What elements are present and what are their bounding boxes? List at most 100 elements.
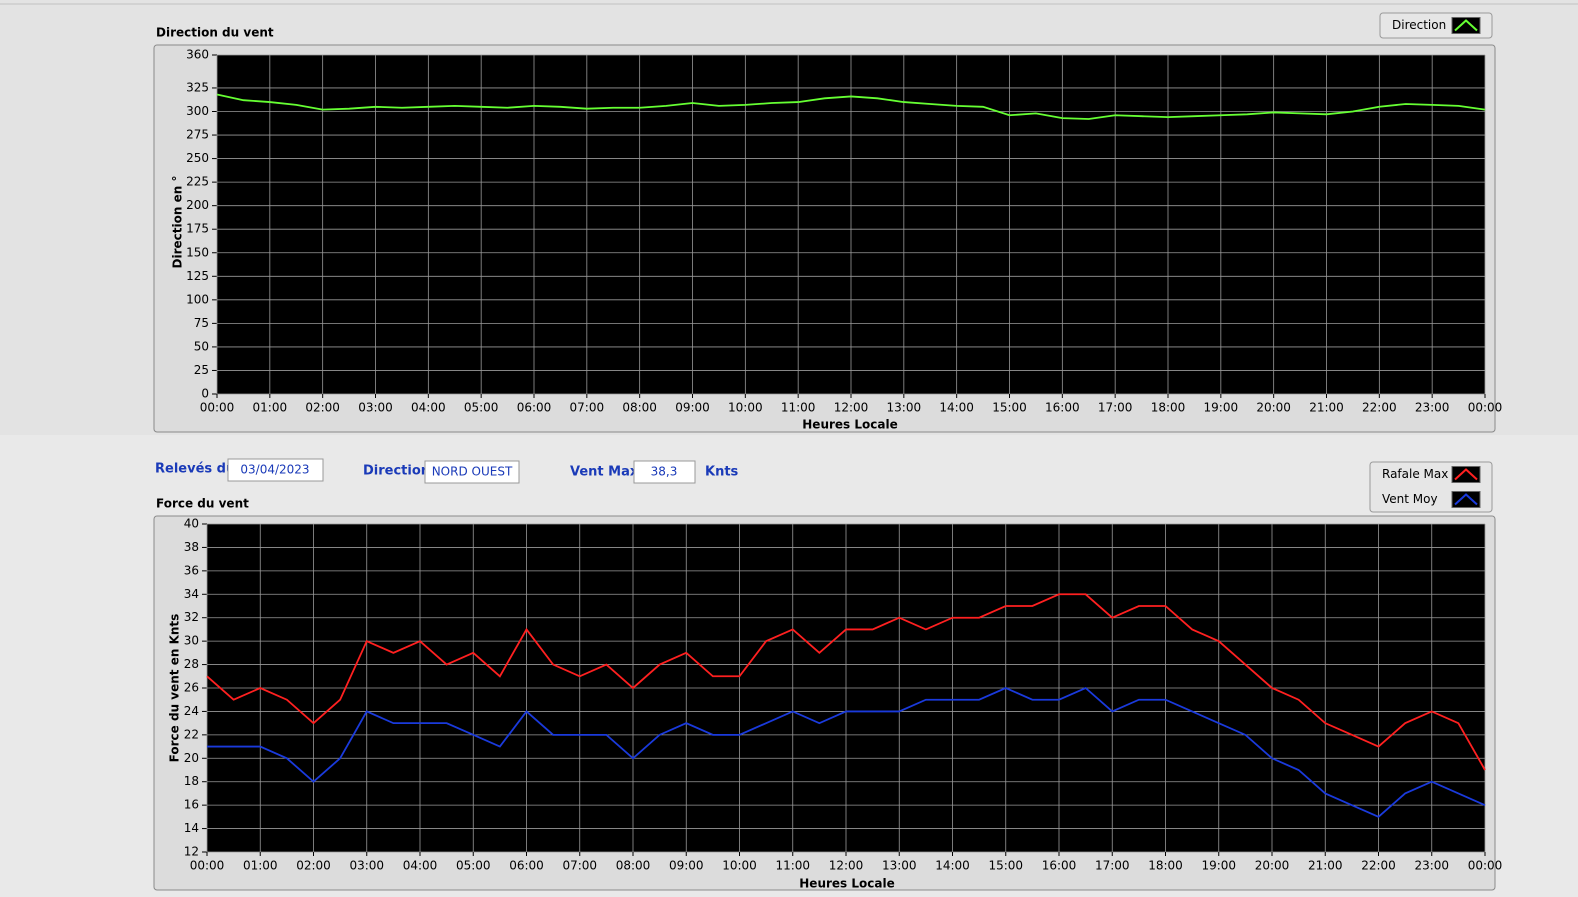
y-tick-label: 34 xyxy=(184,587,199,601)
y-tick-label: 36 xyxy=(184,563,199,577)
x-tick-label: 03:00 xyxy=(358,401,393,415)
x-tick-label: 12:00 xyxy=(829,859,864,873)
y-tick-label: 30 xyxy=(184,634,199,648)
x-tick-label: 02:00 xyxy=(296,859,331,873)
vent-max-label: Vent Max xyxy=(570,465,639,480)
x-tick-label: 06:00 xyxy=(509,859,544,873)
y-tick-label: 50 xyxy=(194,339,209,353)
x-tick-label: 05:00 xyxy=(464,401,499,415)
x-tick-label: 10:00 xyxy=(728,401,763,415)
x-tick-label: 09:00 xyxy=(669,859,704,873)
legend-swatch-bg xyxy=(1451,466,1481,483)
y-tick-label: 100 xyxy=(186,292,209,306)
series-line xyxy=(216,93,1486,120)
x-tick-label: 01:00 xyxy=(243,859,278,873)
chart-title: Direction du vent xyxy=(156,26,274,40)
x-tick-label: 07:00 xyxy=(562,859,597,873)
x-tick-label: 12:00 xyxy=(834,401,869,415)
x-tick-label: 08:00 xyxy=(622,401,657,415)
legend-label: Direction xyxy=(1392,18,1446,32)
legend-label: Rafale Max xyxy=(1382,467,1448,481)
vent-max-unit: Knts xyxy=(705,465,739,480)
x-tick-label: 11:00 xyxy=(775,859,810,873)
x-tick-label: 19:00 xyxy=(1204,401,1239,415)
vent-max-value: 38,3 xyxy=(651,465,678,479)
x-tick-label: 20:00 xyxy=(1255,859,1290,873)
y-tick-label: 325 xyxy=(186,80,209,94)
y-tick-label: 125 xyxy=(186,269,209,283)
x-tick-label: 18:00 xyxy=(1151,401,1186,415)
y-tick-label: 250 xyxy=(186,151,209,165)
x-tick-label: 15:00 xyxy=(988,859,1023,873)
x-tick-label: 16:00 xyxy=(1045,401,1080,415)
x-tick-label: 01:00 xyxy=(253,401,288,415)
series-line xyxy=(206,593,1486,771)
legend-swatch xyxy=(1454,493,1478,506)
x-tick-label: 22:00 xyxy=(1362,401,1397,415)
y-tick-label: 18 xyxy=(184,774,199,788)
chart-title: Force du vent xyxy=(156,497,249,511)
x-tick-label: 00:00 xyxy=(200,401,235,415)
legend-swatch xyxy=(1454,468,1478,481)
x-tick-label: 14:00 xyxy=(935,859,970,873)
y-tick-label: 28 xyxy=(184,657,199,671)
x-tick-label: 17:00 xyxy=(1098,401,1133,415)
x-tick-label: 18:00 xyxy=(1148,859,1183,873)
y-axis-title: Force du vent en Knts xyxy=(168,614,182,763)
y-tick-label: 16 xyxy=(184,798,199,812)
x-tick-label: 13:00 xyxy=(887,401,922,415)
x-tick-label: 06:00 xyxy=(517,401,552,415)
direction-value: NORD OUEST xyxy=(432,465,513,479)
legend-swatch xyxy=(1454,19,1478,32)
y-tick-label: 25 xyxy=(194,363,209,377)
y-tick-label: 26 xyxy=(184,681,199,695)
x-tick-label: 00:00 xyxy=(190,859,225,873)
x-tick-label: 04:00 xyxy=(403,859,438,873)
x-tick-label: 00:00 xyxy=(1468,401,1503,415)
y-tick-label: 40 xyxy=(184,517,199,531)
y-tick-label: 32 xyxy=(184,610,199,624)
series-line xyxy=(207,686,1486,818)
x-tick-label: 21:00 xyxy=(1309,401,1344,415)
direction-label: Direction xyxy=(363,464,430,479)
x-tick-label: 17:00 xyxy=(1095,859,1130,873)
x-tick-label: 00:00 xyxy=(1468,859,1503,873)
x-tick-label: 21:00 xyxy=(1308,859,1343,873)
direction-field[interactable] xyxy=(424,460,520,484)
vent-max-field[interactable] xyxy=(633,460,696,484)
y-tick-label: 22 xyxy=(184,727,199,741)
y-tick-label: 24 xyxy=(184,704,199,718)
legend-label: Vent Moy xyxy=(1382,492,1438,506)
releves-value: 03/04/2023 xyxy=(240,463,309,477)
x-tick-label: 15:00 xyxy=(992,401,1027,415)
x-tick-label: 10:00 xyxy=(722,859,757,873)
y-axis-title: Direction en ° xyxy=(171,176,185,269)
x-tick-label: 05:00 xyxy=(456,859,491,873)
x-tick-label: 16:00 xyxy=(1042,859,1077,873)
y-tick-label: 200 xyxy=(186,198,209,212)
releves-field[interactable] xyxy=(227,458,324,482)
x-tick-label: 13:00 xyxy=(882,859,917,873)
x-tick-label: 07:00 xyxy=(570,401,605,415)
y-tick-label: 275 xyxy=(186,128,209,142)
x-tick-label: 11:00 xyxy=(781,401,816,415)
y-tick-label: 225 xyxy=(186,175,209,189)
x-tick-label: 02:00 xyxy=(305,401,340,415)
x-axis-title: Heures Locale xyxy=(799,877,894,891)
x-tick-label: 08:00 xyxy=(616,859,651,873)
y-tick-label: 38 xyxy=(184,540,199,554)
legend-swatch-bg xyxy=(1451,17,1481,34)
y-tick-label: 75 xyxy=(194,316,209,330)
x-tick-label: 23:00 xyxy=(1415,401,1450,415)
x-axis-title: Heures Locale xyxy=(802,418,897,432)
y-tick-label: 360 xyxy=(186,48,209,62)
y-tick-label: 150 xyxy=(186,245,209,259)
y-tick-label: 20 xyxy=(184,751,199,765)
y-tick-label: 175 xyxy=(186,222,209,236)
y-tick-label: 0 xyxy=(201,387,209,401)
y-tick-label: 12 xyxy=(184,845,199,859)
legend-swatch-bg xyxy=(1451,491,1481,508)
x-tick-label: 09:00 xyxy=(675,401,710,415)
y-tick-label: 14 xyxy=(184,821,199,835)
x-tick-label: 20:00 xyxy=(1256,401,1291,415)
